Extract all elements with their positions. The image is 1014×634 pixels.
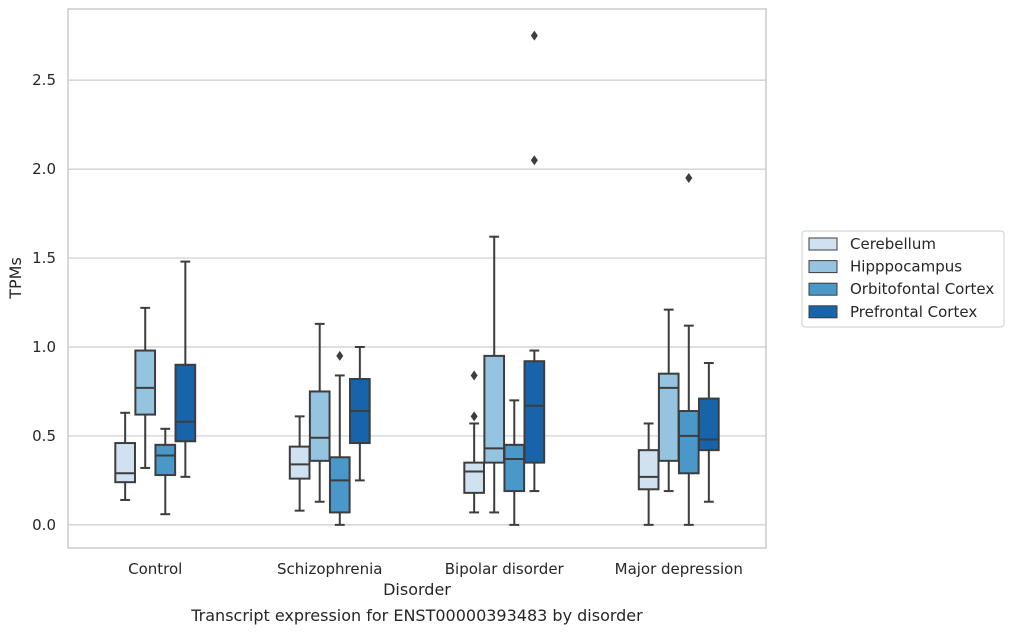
y-tick-label: 0.5: [32, 427, 56, 445]
box-4-4: [698, 361, 720, 503]
x-tick-label: Control: [128, 560, 182, 578]
y-axis-title: TPMs: [6, 257, 25, 300]
box-iqr: [657, 372, 680, 462]
x-tick-label: Schizophrenia: [277, 560, 382, 578]
y-tick-label: 2.0: [32, 160, 56, 178]
box-iqr: [154, 443, 177, 477]
y-tick-label: 0.0: [32, 516, 56, 534]
outlier-point: [470, 370, 478, 381]
legend-label: Orbitofontal Cortex: [850, 280, 994, 298]
box-2-2: [308, 322, 331, 503]
box-iqr: [503, 443, 526, 493]
box-4-3: [677, 172, 700, 526]
figure-caption: Transcript expression for ENST0000039348…: [191, 606, 643, 625]
box-2-4: [349, 345, 371, 482]
box-iqr: [328, 456, 351, 514]
box-iqr: [174, 363, 197, 443]
legend-swatch: [808, 260, 838, 274]
box-3-4: [523, 30, 546, 493]
legend-swatch: [808, 305, 838, 319]
x-tick-label: Bipolar disorder: [445, 560, 565, 578]
boxes-layer: [114, 30, 720, 526]
box-iqr: [698, 397, 720, 452]
box-2-1: [288, 415, 311, 512]
box-iqr: [308, 390, 331, 462]
x-tick-labels: Control Schizophrenia Bipolar disorder Majo…: [128, 560, 743, 578]
box-1-2: [134, 306, 157, 469]
box-3-3: [503, 399, 526, 526]
box-1-4: [174, 260, 197, 478]
x-axis-title: Disorder: [383, 580, 451, 599]
legend: Cerebellum Hipppocampus Orbitofontal Corte…: [801, 230, 1005, 328]
box-4-1: [637, 422, 660, 526]
legend-label: Hipppocampus: [850, 258, 962, 276]
legend-label: Prefrontal Cortex: [850, 303, 977, 321]
box-iqr: [114, 442, 136, 484]
legend-frame: [801, 230, 1005, 328]
y-tick-label: 1.5: [32, 249, 56, 267]
outlier-point: [530, 155, 538, 166]
legend-label: Cerebellum: [850, 235, 936, 253]
y-tick-label: 1.0: [32, 338, 56, 356]
outlier-point: [336, 350, 344, 361]
legend-swatch: [808, 282, 838, 296]
outlier-point: [530, 30, 538, 41]
x-tick-label: Major depression: [615, 560, 743, 578]
box-3-1: [463, 370, 485, 514]
box-2-3: [328, 350, 351, 526]
box-1-3: [154, 427, 177, 516]
y-tick-labels: 0.0 0.5 1.0 1.5 2.0 2.5: [32, 71, 56, 534]
box-iqr: [677, 410, 700, 475]
plot-area-frame: [67, 8, 767, 549]
box-iqr: [637, 449, 660, 491]
y-tick-label: 2.5: [32, 71, 56, 89]
outlier-point: [470, 411, 478, 422]
box-iqr: [134, 349, 157, 416]
box-iqr: [483, 354, 506, 464]
box-3-2: [483, 235, 506, 514]
legend-swatch: [808, 237, 838, 251]
box-iqr: [463, 461, 485, 494]
box-iqr: [288, 445, 311, 480]
outlier-point: [685, 172, 693, 183]
box-1-1: [114, 411, 136, 501]
box-iqr: [523, 360, 546, 464]
